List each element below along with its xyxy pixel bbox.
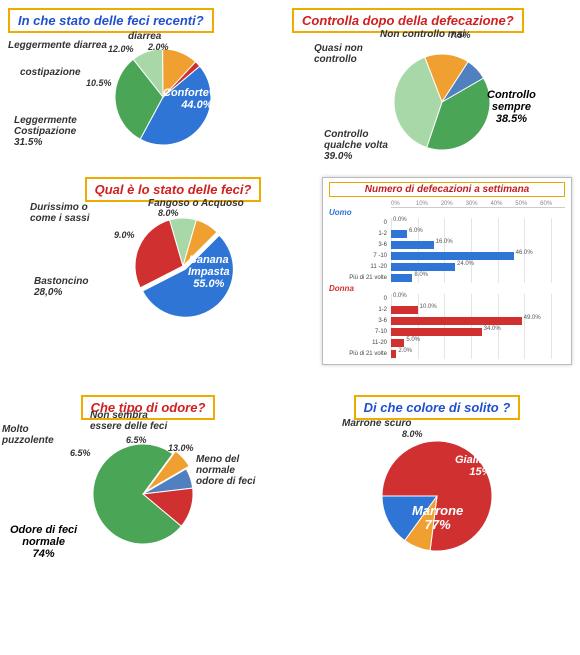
bar-row: Più di 21 volte 8.0% — [329, 273, 565, 283]
bar-fill — [391, 306, 418, 314]
chart-title: In che stato delle feci recenti? — [8, 8, 214, 33]
bar-row: Più di 21 volte 2.0% — [329, 349, 565, 359]
bar-fill — [391, 252, 514, 260]
bar-row: 0 0.0% — [329, 294, 565, 304]
pie-area: Durissimo ocome i sassi Fangoso o Acquos… — [38, 206, 308, 326]
pie-area: Non controllo mai Quasi noncontrollo 7.5… — [292, 37, 572, 167]
bar-fill — [391, 263, 455, 271]
chart-defecazioni-settimana: Numero di defecazioni a settimana 0%10%2… — [322, 177, 572, 365]
bar-group-label: Uomo — [329, 208, 565, 217]
bar-row: 3-6 49.0% — [329, 316, 565, 326]
bar-row: 0 0.0% — [329, 218, 565, 228]
bar-fill — [391, 317, 522, 325]
chart-title: Numero di defecazioni a settimana — [329, 182, 565, 197]
bar-row: 1-2 6.0% — [329, 229, 565, 239]
bar-row: 7 -10 46.0% — [329, 251, 565, 261]
bar-row: 11-20 5.0% — [329, 338, 565, 348]
chart-controllo: Controlla dopo della defecazione? Non co… — [292, 8, 572, 167]
pie-area: Marrone scuro 8.0% Giallastro15% Marrone… — [302, 424, 572, 574]
bar-group-label: Donna — [329, 284, 565, 293]
pie-area: Moltopuzzolente Non sembraessere delle f… — [8, 424, 288, 564]
bar-fill — [391, 339, 404, 347]
bar-row: 3-6 16.0% — [329, 240, 565, 250]
chart-feci-recenti: In che stato delle feci recenti? Leggerm… — [8, 8, 288, 167]
bar-fill — [391, 241, 434, 249]
chart-stato-feci: Qual è lo stato delle feci? Durissimo oc… — [38, 177, 308, 365]
bar-row: 11 -20 24.0% — [329, 262, 565, 272]
bar-row: 7-10 34.0% — [329, 327, 565, 337]
chart-odore: Che tipo di odore? Moltopuzzolente Non s… — [8, 395, 288, 574]
bar-fill — [391, 350, 396, 358]
bar-fill — [391, 328, 482, 336]
bar-fill — [391, 274, 412, 282]
chart-title: Di che colore di solito ? — [354, 395, 521, 420]
pie-area: Leggermente diarrea diarrea costipazione… — [8, 37, 288, 167]
chart-colore: Di che colore di solito ? Marrone scuro … — [302, 395, 572, 574]
bar-fill — [391, 230, 407, 238]
bar-row: 1-2 10.0% — [329, 305, 565, 315]
